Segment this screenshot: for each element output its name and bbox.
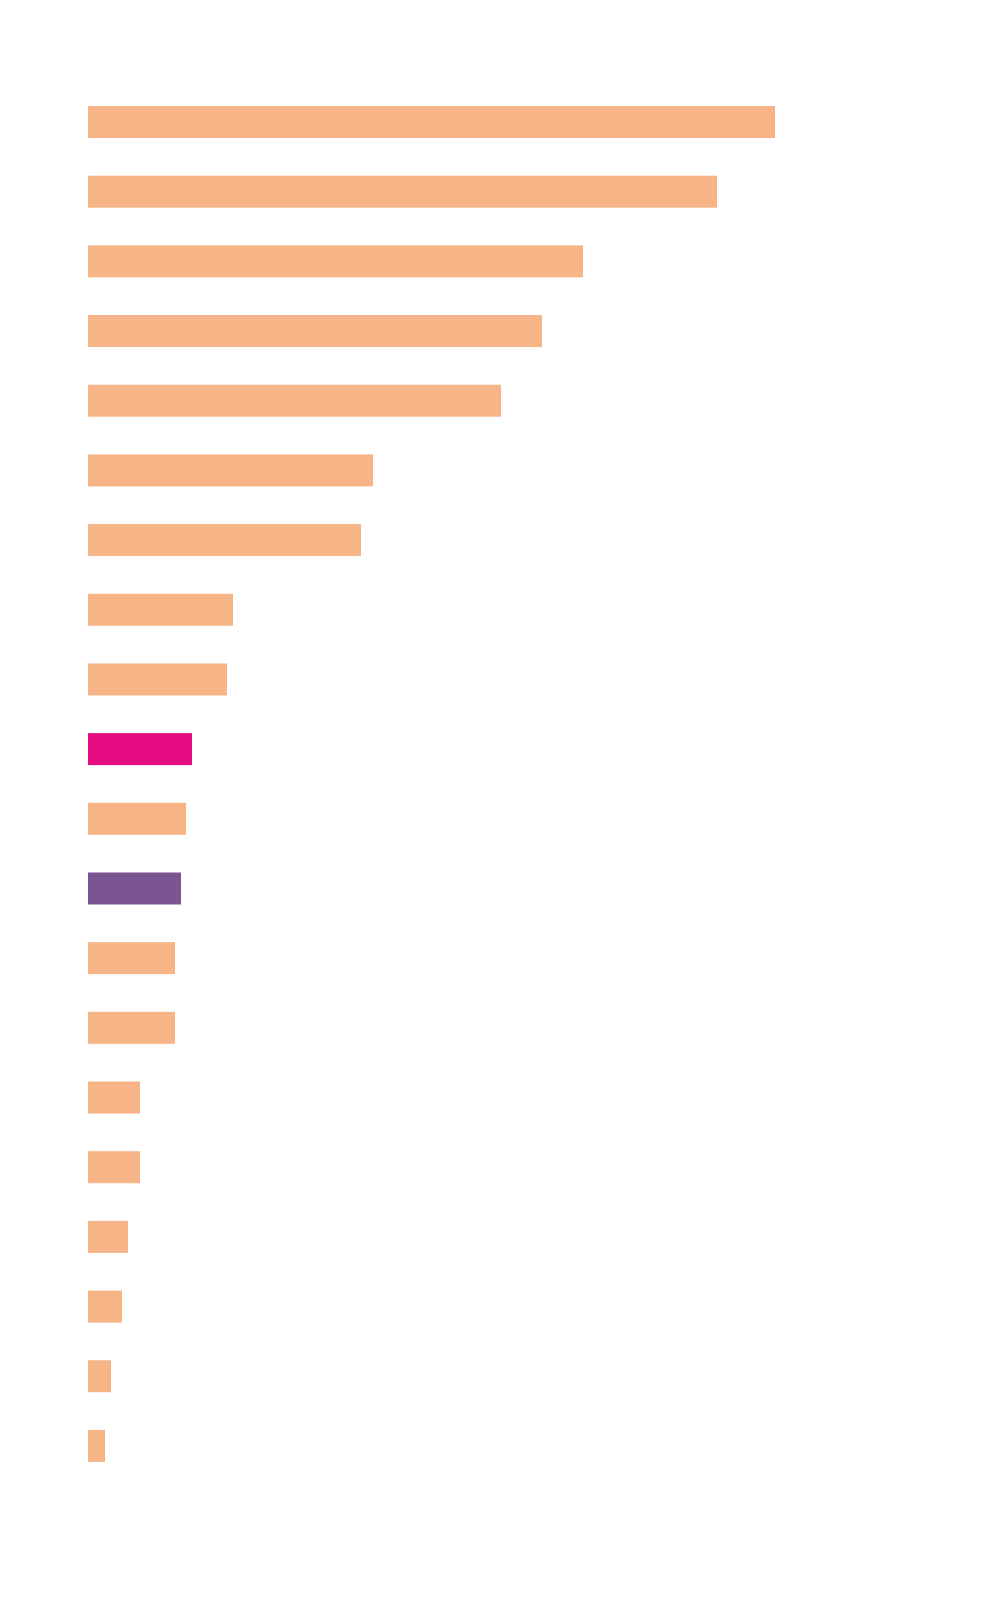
bar (88, 1151, 140, 1184)
bar (88, 802, 186, 835)
bar (88, 593, 233, 626)
bar (88, 245, 583, 278)
bar (88, 524, 361, 557)
bar (88, 942, 175, 975)
bar (88, 315, 542, 348)
bar (88, 1429, 105, 1462)
bar (88, 454, 373, 487)
bar (88, 872, 181, 905)
bar (88, 1011, 175, 1044)
bar (88, 1360, 111, 1393)
bar (88, 384, 501, 417)
bar (88, 1220, 128, 1253)
bar (88, 175, 717, 208)
bar (88, 663, 227, 696)
bar (88, 1290, 122, 1323)
bar (88, 733, 192, 766)
bar (88, 106, 775, 138)
bar (88, 1081, 140, 1114)
